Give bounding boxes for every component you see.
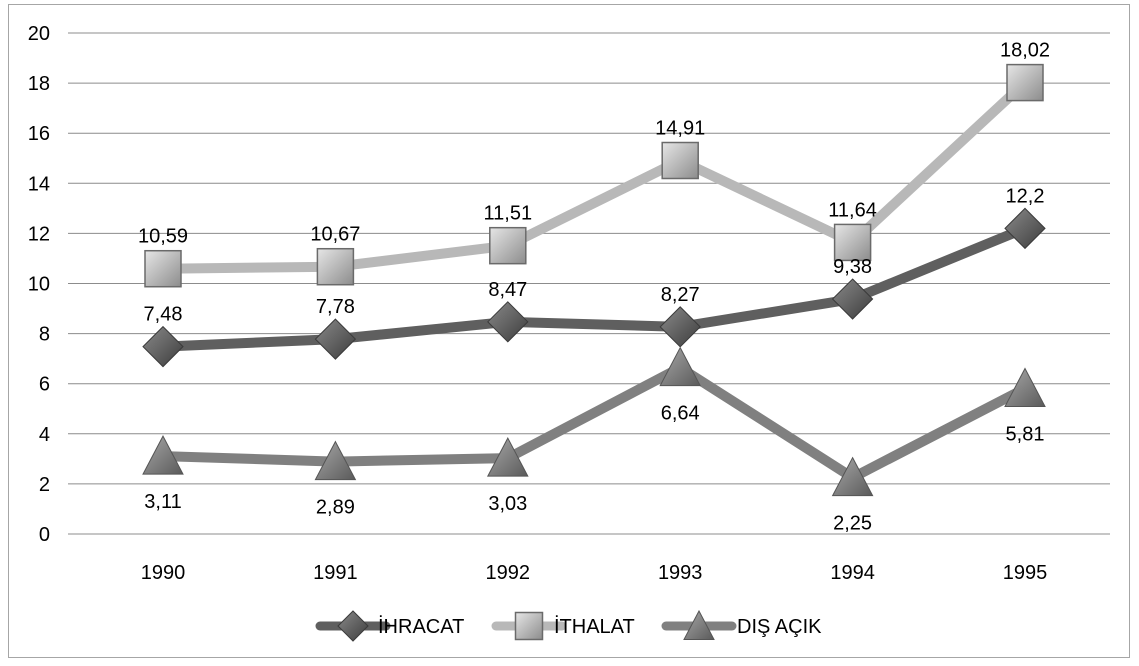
data-labels: 7,48 7,78 8,47 8,27 9,38 12,2 10,59 10,67 11,51 1… bbox=[138, 40, 1050, 535]
ithalat-point bbox=[489, 226, 527, 265]
x-tick-label: 1993 bbox=[658, 562, 703, 584]
dis-acik-point bbox=[314, 440, 357, 481]
dis-acik-point bbox=[659, 346, 702, 387]
ihracat-legend-marker bbox=[337, 610, 369, 642]
y-tick-label: 2 bbox=[39, 474, 50, 496]
dis-acik-point bbox=[1004, 367, 1046, 407]
ithalat-point bbox=[144, 249, 182, 288]
dis-acik-line bbox=[158, 362, 1030, 483]
ithalat-line bbox=[158, 77, 1030, 274]
ihracat-data-label: 9,38 bbox=[833, 256, 872, 278]
ithalat-point bbox=[316, 247, 355, 286]
dis-acik-data-label: 3,03 bbox=[488, 493, 527, 515]
ithalat-legend-label: İTHALAT bbox=[554, 615, 635, 638]
dis-acik-data-label: 2,89 bbox=[316, 497, 355, 519]
y-tick-label: 16 bbox=[28, 123, 50, 145]
gridlines bbox=[68, 32, 1110, 535]
dis-acik-data-label: 3,11 bbox=[144, 491, 181, 513]
ihracat-point bbox=[831, 278, 874, 320]
ihracat-point bbox=[487, 301, 529, 343]
ithalat-legend-marker bbox=[514, 611, 544, 641]
ithalat-point bbox=[1006, 63, 1044, 102]
ihracat-legend-label: İHRACAT bbox=[378, 615, 464, 638]
y-tick-label: 10 bbox=[28, 274, 50, 296]
x-tick-label: 1991 bbox=[313, 562, 358, 584]
dis-acik-data-label: 2,25 bbox=[833, 513, 872, 535]
y-tick-label: 6 bbox=[39, 374, 50, 396]
ihracat-data-label: 8,27 bbox=[661, 284, 700, 306]
ihracat-point bbox=[1004, 207, 1046, 250]
dis-acik-point bbox=[142, 435, 184, 475]
y-tick-label: 4 bbox=[39, 424, 50, 446]
ithalat-data-label: 11,64 bbox=[828, 199, 877, 221]
series-group bbox=[142, 63, 1046, 497]
chart-frame bbox=[8, 4, 1130, 658]
x-tick-label: 1992 bbox=[486, 562, 531, 584]
dis-acik-data-label: 6,64 bbox=[661, 403, 700, 425]
y-tick-label: 0 bbox=[39, 524, 50, 546]
dis-acik-data-label: 5,81 bbox=[1006, 423, 1045, 445]
ihracat-data-label: 12,2 bbox=[1006, 185, 1045, 207]
ihracat-data-label: 7,48 bbox=[144, 304, 183, 326]
y-tick-label: 8 bbox=[39, 324, 50, 346]
y-tick-label: 20 bbox=[28, 23, 50, 45]
y-tick-label: 14 bbox=[28, 173, 50, 195]
ithalat-point bbox=[661, 141, 699, 180]
x-tick-label: 1995 bbox=[1003, 562, 1048, 584]
ihracat-point bbox=[314, 318, 357, 360]
y-tick-label: 18 bbox=[28, 73, 50, 95]
ihracat-data-label: 8,47 bbox=[488, 279, 527, 301]
ihracat-data-label: 7,78 bbox=[316, 296, 355, 318]
ithalat-data-label: 18,02 bbox=[1000, 40, 1050, 62]
ithalat-data-label: 14,91 bbox=[655, 118, 705, 140]
y-tick-label: 12 bbox=[28, 223, 50, 245]
dis-acik-legend-marker bbox=[683, 609, 715, 640]
ithalat-data-label: 11,51 bbox=[484, 203, 533, 225]
ihracat-point bbox=[659, 306, 701, 348]
ithalat-data-label: 10,67 bbox=[310, 224, 360, 246]
dis-acik-point bbox=[486, 437, 529, 477]
y-axis: 0 2 4 6 8 10 12 14 16 18 20 bbox=[28, 23, 50, 546]
x-tick-label: 1994 bbox=[830, 562, 875, 584]
dis-acik-legend-label: DIŞ AÇIK bbox=[737, 616, 822, 638]
ithalat-data-label: 10,59 bbox=[138, 226, 188, 248]
ithalat-point bbox=[833, 223, 872, 262]
dis-acik-point bbox=[831, 456, 874, 497]
legend: İHRACAT İTHALAT DIŞ AÇIK bbox=[315, 609, 822, 642]
x-tick-label: 1990 bbox=[141, 562, 186, 584]
ihracat-point bbox=[142, 325, 184, 368]
x-axis: 1990 1991 1992 1993 1994 1995 bbox=[141, 562, 1048, 584]
ihracat-line bbox=[158, 223, 1030, 352]
